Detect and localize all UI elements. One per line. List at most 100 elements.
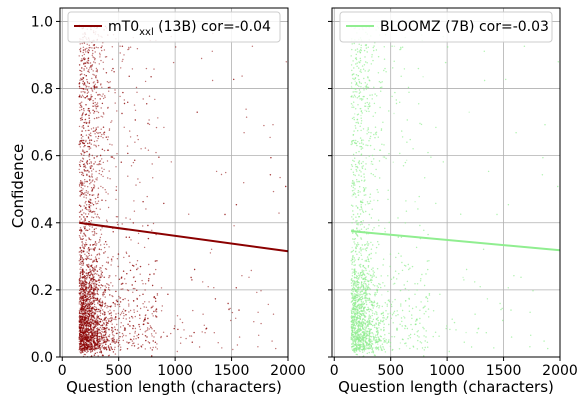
- scatter-point: [177, 328, 179, 331]
- scatter-point: [110, 338, 113, 340]
- scatter-point: [88, 228, 91, 230]
- scatter-point: [279, 176, 281, 179]
- scatter-point: [89, 244, 92, 246]
- scatter-point: [97, 80, 99, 82]
- x-tick-label: 1000: [157, 363, 193, 379]
- scatter-point: [96, 293, 98, 295]
- scatter-point: [88, 313, 90, 315]
- scatter-point: [101, 326, 104, 328]
- scatter-point: [87, 98, 89, 100]
- scatter-point: [84, 322, 86, 325]
- scatter-point: [91, 350, 94, 352]
- scatter-point: [84, 331, 86, 334]
- scatter-point: [193, 268, 196, 271]
- scatter-point: [144, 289, 146, 291]
- scatter-point: [85, 167, 87, 169]
- scatter-point: [91, 90, 94, 92]
- scatter-point: [104, 331, 106, 333]
- scatter-point: [90, 341, 92, 343]
- scatter-point: [88, 329, 90, 332]
- scatter-point: [99, 154, 102, 157]
- scatter-point: [248, 276, 250, 278]
- scatter-point: [88, 282, 91, 284]
- scatter-point: [98, 172, 100, 175]
- scatter-point: [101, 148, 104, 150]
- scatter-point: [81, 284, 83, 286]
- scatter-point: [83, 121, 85, 124]
- scatter-point: [82, 135, 84, 138]
- scatter-point: [111, 323, 113, 325]
- scatter-point: [94, 130, 97, 132]
- scatter-point: [87, 142, 89, 145]
- scatter-point: [85, 278, 88, 280]
- scatter-point: [94, 293, 96, 295]
- scatter-point: [96, 243, 98, 245]
- scatter-point: [111, 260, 113, 262]
- scatter-point: [98, 241, 100, 244]
- scatter-point: [188, 213, 190, 215]
- scatter-point: [88, 86, 90, 88]
- scatter-point: [108, 90, 110, 92]
- scatter-point: [128, 75, 130, 78]
- scatter-point: [95, 297, 97, 300]
- scatter-point: [161, 305, 163, 307]
- scatter-point: [87, 191, 89, 193]
- scatter-point: [92, 105, 94, 107]
- scatter-point: [144, 314, 147, 317]
- scatter-point: [107, 206, 110, 209]
- scatter-point: [92, 102, 95, 105]
- scatter-point: [81, 78, 83, 81]
- scatter-point: [86, 300, 88, 302]
- scatter-point: [86, 277, 88, 279]
- scatter-point: [79, 300, 81, 303]
- scatter-point: [95, 136, 97, 138]
- scatter-point: [96, 254, 98, 256]
- scatter-point: [88, 257, 90, 260]
- scatter-point: [78, 235, 81, 237]
- scatter-point: [128, 311, 130, 313]
- scatter-point: [85, 305, 88, 307]
- scatter-point: [122, 282, 124, 285]
- scatter-point: [90, 205, 92, 207]
- scatter-point: [84, 245, 86, 247]
- scatter-point: [129, 269, 132, 272]
- scatter-point: [99, 326, 102, 329]
- scatter-point: [85, 289, 88, 291]
- scatter-point: [87, 229, 89, 232]
- scatter-point: [92, 127, 95, 129]
- scatter-point: [85, 342, 88, 345]
- scatter-point: [105, 316, 107, 319]
- scatter-point: [92, 275, 94, 278]
- scatter-point: [148, 95, 151, 97]
- scatter-point: [128, 46, 130, 49]
- scatter-point: [97, 187, 100, 189]
- scatter-point: [144, 331, 146, 333]
- x-tick-label: 2000: [270, 363, 306, 379]
- scatter-point: [137, 333, 140, 336]
- scatter-point: [89, 99, 91, 101]
- scatter-point: [95, 106, 97, 108]
- scatter-point: [78, 282, 81, 284]
- scatter-point: [82, 91, 84, 93]
- scatter-point: [104, 303, 106, 305]
- scatter-point: [80, 104, 82, 106]
- scatter-point: [98, 345, 101, 348]
- scatter-point: [93, 185, 96, 187]
- scatter-point: [136, 305, 138, 307]
- scatter-point: [97, 126, 99, 128]
- scatter-point: [88, 156, 90, 158]
- scatter-point: [106, 283, 108, 285]
- scatter-point: [116, 110, 118, 112]
- scatter-point: [136, 91, 138, 94]
- scatter-point: [136, 260, 139, 262]
- scatter-point: [102, 340, 105, 342]
- scatter-point: [80, 218, 83, 220]
- scatter-point: [88, 210, 90, 212]
- scatter-point: [79, 285, 81, 287]
- scatter-point: [125, 252, 128, 255]
- scatter-point: [129, 320, 131, 323]
- scatter-point: [116, 258, 119, 260]
- scatter-point: [90, 187, 93, 189]
- scatter-point: [79, 79, 81, 81]
